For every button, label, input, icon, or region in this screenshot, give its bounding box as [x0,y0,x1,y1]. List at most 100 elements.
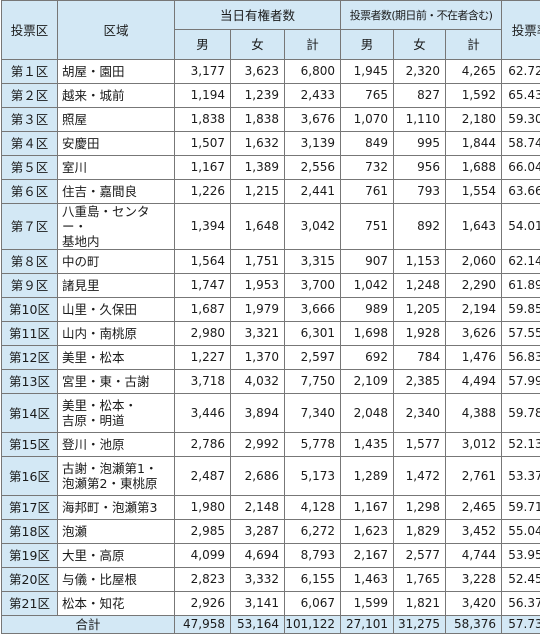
eligible-male-cell: 1,194 [175,84,231,108]
district-cell: 第19区 [2,544,58,568]
total-voters-total: 58,376 [446,616,502,634]
area-cell: 古謝・泡瀬第1・泡瀬第2・東桃原 [58,457,175,496]
eligible-female-cell: 2,148 [231,496,285,520]
voters-male-cell: 2,167 [341,544,394,568]
area-cell: 照屋 [58,108,175,132]
area-line: 胡屋・園田 [62,64,125,79]
voters-total-cell: 2,180 [446,108,502,132]
voters-female-cell: 1,829 [394,520,446,544]
eligible-total-cell: 6,800 [285,60,341,84]
turnout-rate-cell: 53.95% [502,544,540,568]
eligible-male-cell: 1,394 [175,204,231,250]
area-cell: 胡屋・園田 [58,60,175,84]
district-cell: 第４区 [2,132,58,156]
area-line: 中の町 [62,254,100,269]
area-cell: 登川・池原 [58,433,175,457]
district-cell: 第２区 [2,84,58,108]
header-voters-female: 女 [394,30,446,60]
total-row: 合計 47,958 53,164 101,122 27,101 31,275 5… [2,616,540,634]
area-cell: 八重島・センター・基地内 [58,204,175,250]
total-turnout-rate: 57.73% [502,616,540,634]
area-line: 住吉・嘉間良 [62,184,137,199]
voters-male-cell: 761 [341,180,394,204]
voters-male-cell: 989 [341,298,394,322]
district-cell: 第16区 [2,457,58,496]
eligible-male-cell: 2,980 [175,322,231,346]
eligible-female-cell: 3,141 [231,592,285,616]
total-eligible-male: 47,958 [175,616,231,634]
header-eligible-male: 男 [175,30,231,60]
voters-male-cell: 1,623 [341,520,394,544]
eligible-total-cell: 2,556 [285,156,341,180]
total-eligible-total: 101,122 [285,616,341,634]
eligible-female-cell: 1,632 [231,132,285,156]
turnout-rate-cell: 59.85% [502,298,540,322]
voters-total-cell: 4,265 [446,60,502,84]
voters-female-cell: 793 [394,180,446,204]
eligible-male-cell: 4,099 [175,544,231,568]
eligible-total-cell: 4,128 [285,496,341,520]
eligible-total-cell: 2,441 [285,180,341,204]
area-cell: 安慶田 [58,132,175,156]
turnout-rate-cell: 62.72% [502,60,540,84]
eligible-male-cell: 1,687 [175,298,231,322]
turnout-rate-cell: 59.30% [502,108,540,132]
district-cell: 第５区 [2,156,58,180]
voters-male-cell: 2,048 [341,394,394,433]
eligible-total-cell: 8,793 [285,544,341,568]
turnout-rate-cell: 56.83% [502,346,540,370]
district-cell: 第３区 [2,108,58,132]
area-line: 登川・池原 [62,437,125,452]
voters-total-cell: 3,420 [446,592,502,616]
eligible-total-cell: 6,301 [285,322,341,346]
voters-female-cell: 1,472 [394,457,446,496]
eligible-male-cell: 2,985 [175,520,231,544]
voters-female-cell: 2,320 [394,60,446,84]
area-line: 越来・城前 [62,88,125,103]
header-voters-male: 男 [341,30,394,60]
area-line: 与儀・比屋根 [62,572,137,587]
area-line: 山内・南桃原 [62,326,137,341]
voters-male-cell: 1,042 [341,274,394,298]
area-cell: 大里・高原 [58,544,175,568]
district-cell: 第17区 [2,496,58,520]
district-cell: 第７区 [2,204,58,250]
voters-total-cell: 1,476 [446,346,502,370]
eligible-female-cell: 3,287 [231,520,285,544]
voters-total-cell: 3,228 [446,568,502,592]
eligible-female-cell: 1,215 [231,180,285,204]
eligible-male-cell: 2,823 [175,568,231,592]
header-eligible-total: 計 [285,30,341,60]
area-line: 吉原・明道 [62,413,125,428]
eligible-female-cell: 1,370 [231,346,285,370]
area-cell: 中の町 [58,250,175,274]
header-turnout-rate: 投票率 [502,1,540,60]
voters-total-cell: 2,465 [446,496,502,520]
voters-male-cell: 1,945 [341,60,394,84]
area-cell: 山里・久保田 [58,298,175,322]
turnout-rate-cell: 55.04% [502,520,540,544]
area-cell: 海邦町・泡瀬第3 [58,496,175,520]
area-line: 泡瀬第2・東桃原 [62,476,157,491]
voters-female-cell: 2,577 [394,544,446,568]
voters-total-cell: 2,761 [446,457,502,496]
turnout-rate-cell: 52.13% [502,433,540,457]
turnout-rate-cell: 56.37% [502,592,540,616]
voters-female-cell: 956 [394,156,446,180]
area-cell: 越来・城前 [58,84,175,108]
turnout-rate-cell: 61.89% [502,274,540,298]
voters-male-cell: 732 [341,156,394,180]
area-cell: 美里・松本 [58,346,175,370]
voters-female-cell: 1,205 [394,298,446,322]
eligible-female-cell: 4,694 [231,544,285,568]
eligible-male-cell: 3,446 [175,394,231,433]
eligible-total-cell: 3,700 [285,274,341,298]
